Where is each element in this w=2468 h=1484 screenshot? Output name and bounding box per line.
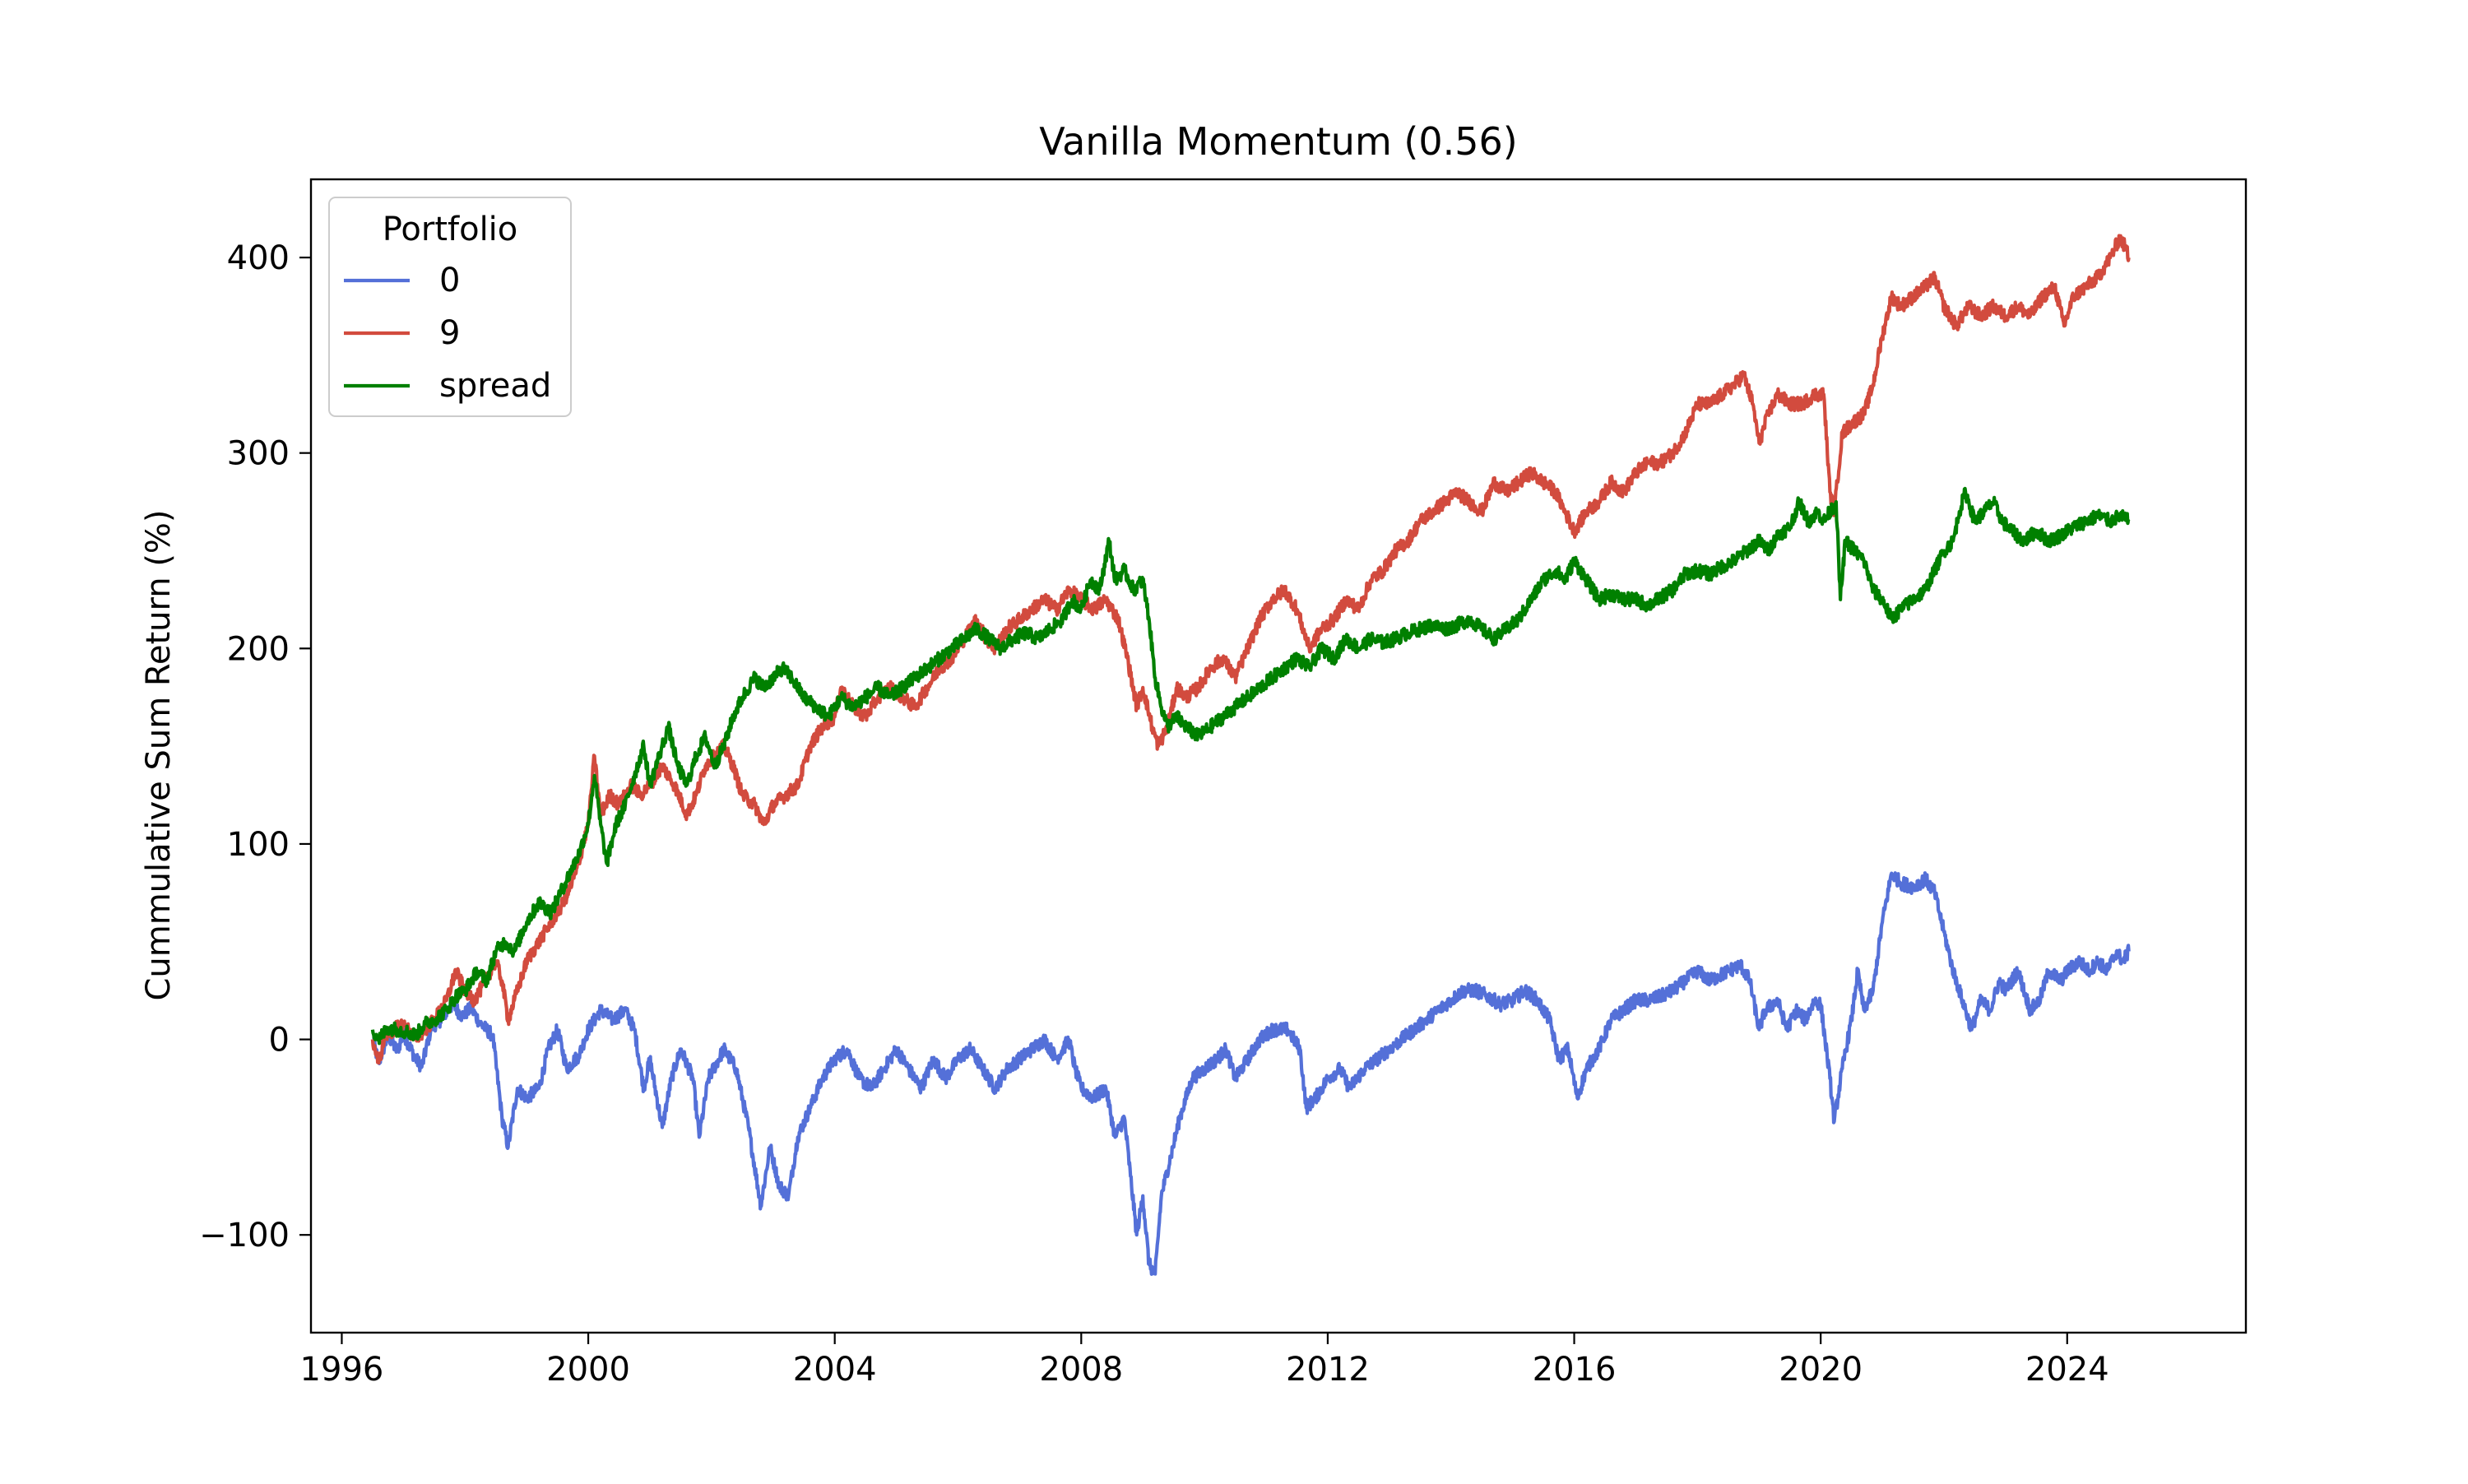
x-tick-label: 2004 xyxy=(793,1351,877,1389)
series-layer xyxy=(370,234,2131,1276)
series-line-portfolio-9 xyxy=(370,234,2131,1065)
x-tick-label: 2020 xyxy=(1779,1351,1863,1389)
y-tick-label: 200 xyxy=(227,630,290,668)
x-tick-label: 2012 xyxy=(1286,1351,1370,1389)
legend-label: spread xyxy=(439,367,551,405)
y-axis-label: Cummulative Sum Return (%) xyxy=(140,509,178,1000)
x-tick-label: 1996 xyxy=(300,1351,384,1389)
series-line-portfolio-0 xyxy=(371,871,2131,1276)
y-tick-label: 100 xyxy=(227,826,290,864)
plot-frame xyxy=(309,178,2248,1334)
axis-layer: 1996 2000 2004 2008 2012 2016 2020 2024−1000100… xyxy=(199,178,2248,1389)
y-tick-label: −100 xyxy=(199,1217,290,1254)
x-tick-label: 2000 xyxy=(546,1351,630,1389)
chart-title: Vanilla Momentum (0.56) xyxy=(1039,119,1517,164)
legend: Portfolio 0 9 spread xyxy=(328,197,572,417)
x-tick-label: 2016 xyxy=(1533,1351,1617,1389)
y-tick-label: 300 xyxy=(227,435,290,473)
y-tick-label: 0 xyxy=(269,1022,290,1060)
legend-label: 9 xyxy=(439,314,460,352)
legend-title: Portfolio xyxy=(383,211,518,248)
y-tick-label: 400 xyxy=(227,239,290,277)
legend-box xyxy=(328,197,572,417)
series-line-spread xyxy=(370,486,2131,1046)
x-tick-label: 2008 xyxy=(1039,1351,1123,1389)
x-tick-label: 2024 xyxy=(2025,1351,2109,1389)
legend-label: 0 xyxy=(439,262,460,299)
